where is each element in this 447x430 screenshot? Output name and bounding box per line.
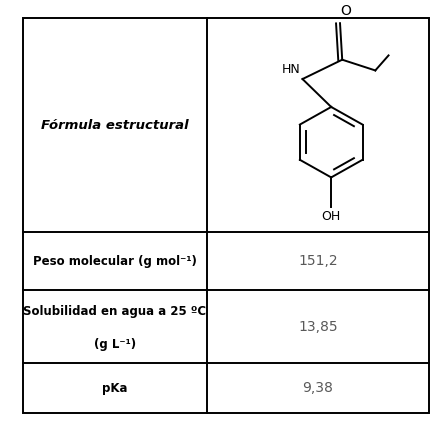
Text: 151,2: 151,2 xyxy=(298,255,338,268)
Text: (g L⁻¹): (g L⁻¹) xyxy=(94,338,136,350)
Text: Solubilidad en agua a 25 ºC: Solubilidad en agua a 25 ºC xyxy=(23,305,207,318)
Text: OH: OH xyxy=(321,210,341,223)
Text: Peso molecular (g mol⁻¹): Peso molecular (g mol⁻¹) xyxy=(33,255,197,268)
Text: Fórmula estructural: Fórmula estructural xyxy=(41,119,189,132)
Text: 13,85: 13,85 xyxy=(298,320,338,334)
Text: HN: HN xyxy=(282,63,300,76)
Text: pKa: pKa xyxy=(102,381,128,395)
Text: O: O xyxy=(341,4,351,18)
Text: 9,38: 9,38 xyxy=(303,381,333,395)
